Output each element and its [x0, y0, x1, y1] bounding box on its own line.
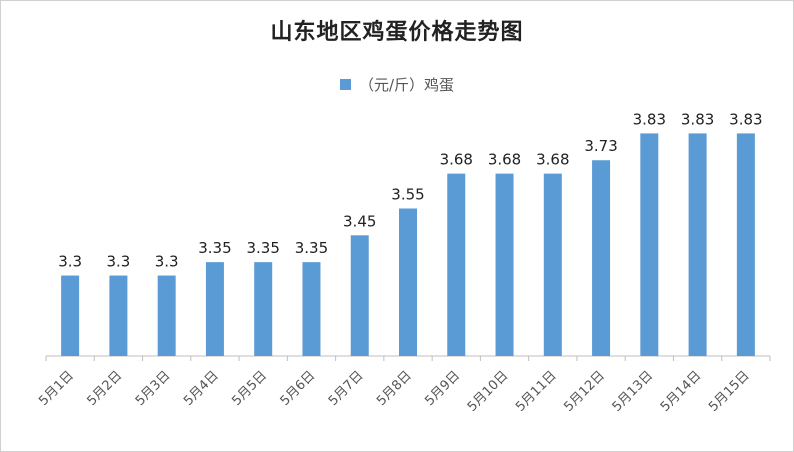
data-label: 3.3	[106, 253, 130, 271]
x-tick-label: 5月7日	[326, 368, 367, 409]
data-label: 3.35	[198, 239, 231, 257]
x-tick-label: 5月12日	[561, 368, 608, 415]
legend-swatch	[339, 79, 351, 90]
bar	[399, 208, 417, 356]
x-tick-label: 5月8日	[374, 368, 415, 409]
data-label: 3.83	[681, 110, 714, 128]
data-label: 3.83	[729, 110, 762, 128]
x-tick-label: 5月3日	[133, 368, 174, 409]
data-label: 3.83	[633, 110, 666, 128]
data-label: 3.68	[440, 151, 473, 169]
x-tick-label: 5月15日	[706, 368, 753, 415]
chart-legend: （元/斤）鸡蛋	[0, 74, 794, 95]
bar	[109, 275, 128, 356]
x-tick-label: 5月2日	[85, 368, 126, 409]
x-tick-label: 5月1日	[36, 368, 77, 409]
data-label: 3.35	[246, 239, 279, 257]
x-tick-label: 5月10日	[465, 368, 512, 415]
bar	[205, 262, 224, 356]
data-label: 3.68	[488, 151, 521, 169]
bar	[254, 262, 273, 356]
bar	[350, 235, 369, 356]
legend-label: （元/斤）鸡蛋	[358, 76, 455, 94]
bar	[447, 173, 466, 356]
bar	[302, 262, 321, 356]
bar	[61, 275, 80, 356]
x-tick-label: 5月11日	[513, 368, 560, 415]
bar	[736, 133, 755, 356]
data-label: 3.68	[536, 151, 569, 169]
x-tick-label: 5月6日	[278, 368, 319, 409]
chart-title: 山东地区鸡蛋价格走势图	[270, 20, 524, 45]
x-tick-label: 5月9日	[422, 368, 463, 409]
data-label: 3.3	[58, 253, 82, 271]
data-label: 3.35	[295, 239, 328, 257]
x-tick-label: 5月14日	[658, 368, 705, 415]
bar	[543, 173, 562, 356]
data-label: 3.73	[584, 137, 617, 155]
x-tick-label: 5月5日	[229, 368, 270, 409]
data-label: 3.55	[391, 186, 424, 204]
bar	[640, 133, 659, 356]
data-label: 3.45	[343, 212, 376, 230]
bar	[495, 173, 514, 356]
data-label: 3.3	[155, 253, 179, 271]
bar	[592, 160, 611, 356]
x-tick-label: 5月4日	[181, 368, 222, 409]
bar	[688, 133, 707, 356]
x-tick-label: 5月13日	[610, 368, 657, 415]
bar	[157, 275, 176, 356]
